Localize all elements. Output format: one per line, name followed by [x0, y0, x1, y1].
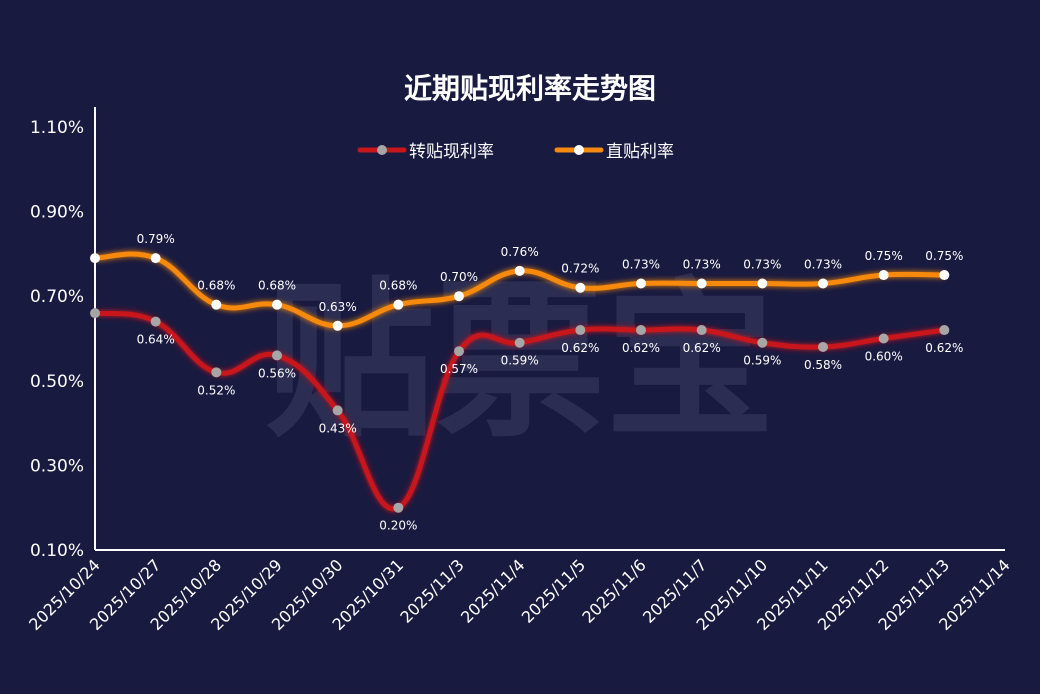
legend-label: 转贴现利率: [409, 142, 494, 162]
data-label: 0.73%: [683, 258, 721, 272]
data-point[interactable]: [818, 278, 828, 289]
data-label: 0.73%: [804, 258, 842, 272]
data-point[interactable]: [514, 265, 525, 276]
data-point[interactable]: [757, 337, 768, 348]
x-tick-label: 2025/11/5: [518, 555, 589, 626]
data-label: 0.62%: [683, 341, 721, 355]
data-point[interactable]: [757, 278, 768, 289]
data-label: 0.68%: [197, 279, 235, 293]
data-point[interactable]: [393, 502, 404, 513]
data-label: 0.79%: [137, 232, 175, 246]
legend-item[interactable]: 转贴现利率: [357, 142, 494, 162]
data-point[interactable]: [272, 299, 282, 310]
data-label: 0.75%: [865, 249, 903, 263]
data-point[interactable]: [939, 325, 950, 336]
data-label: 0.43%: [319, 421, 357, 435]
data-label: 0.68%: [258, 279, 296, 293]
data-label: 0.58%: [804, 358, 842, 372]
x-tick-label: 2025/11/6: [578, 555, 649, 626]
legend-marker: [377, 145, 387, 155]
data-point[interactable]: [332, 405, 343, 416]
data-label: 0.62%: [561, 341, 599, 355]
data-label: 0.73%: [622, 258, 660, 272]
data-point[interactable]: [636, 325, 646, 336]
data-label: 0.62%: [622, 341, 660, 355]
data-label: 0.75%: [925, 249, 963, 263]
data-point[interactable]: [211, 299, 222, 310]
data-point[interactable]: [150, 316, 161, 327]
data-point[interactable]: [332, 320, 343, 331]
data-point[interactable]: [878, 333, 889, 344]
series-line: [94, 251, 945, 329]
data-point[interactable]: [939, 270, 950, 281]
x-tick-label: 2025/11/3: [396, 555, 467, 626]
y-tick-label: 0.50%: [30, 372, 84, 392]
data-point[interactable]: [696, 278, 707, 289]
legend-item[interactable]: 直贴利率: [554, 142, 674, 162]
data-point[interactable]: [878, 270, 889, 281]
data-point[interactable]: [696, 325, 707, 336]
data-label: 0.60%: [865, 350, 903, 364]
data-label: 0.57%: [440, 362, 478, 376]
data-point[interactable]: [818, 341, 828, 352]
data-label: 0.70%: [440, 270, 478, 284]
data-point[interactable]: [90, 308, 100, 319]
data-point[interactable]: [575, 325, 586, 336]
data-label: 0.63%: [319, 300, 357, 314]
data-point[interactable]: [514, 337, 525, 348]
data-point[interactable]: [636, 278, 646, 289]
data-label: 0.72%: [561, 262, 599, 276]
series-line: [94, 310, 945, 512]
data-label: 0.62%: [925, 341, 963, 355]
data-point[interactable]: [272, 350, 282, 361]
data-label: 0.59%: [501, 354, 539, 368]
x-tick-label: 2025/11/4: [457, 555, 528, 626]
data-point[interactable]: [150, 253, 161, 264]
data-label: 0.73%: [743, 258, 781, 272]
series-1: 0.79% 0.68% 0.68% 0.63% 0.68% 0.70% 0.76% 0.72%…: [90, 232, 963, 331]
y-tick-label: 0.10%: [30, 541, 84, 561]
y-tick-label: 0.30%: [30, 456, 84, 476]
y-tick-label: 0.70%: [30, 287, 84, 307]
legend-marker: [574, 145, 584, 155]
data-point[interactable]: [454, 291, 464, 302]
data-point[interactable]: [575, 282, 586, 293]
data-label: 0.56%: [258, 366, 296, 380]
data-point[interactable]: [90, 253, 100, 264]
data-label: 0.76%: [501, 245, 539, 259]
y-tick-label: 0.90%: [30, 203, 84, 223]
data-point[interactable]: [454, 346, 464, 357]
y-tick-label: 1.10%: [30, 118, 84, 138]
data-label: 0.52%: [197, 383, 235, 397]
series-0: 0.64% 0.52% 0.56% 0.43% 0.20% 0.57% 0.59% 0.62%…: [90, 308, 963, 533]
data-label: 0.64%: [137, 333, 175, 347]
data-label: 0.68%: [379, 279, 417, 293]
legend-label: 直贴利率: [606, 142, 674, 162]
chart-title: 近期贴现利率走势图: [404, 72, 656, 105]
data-point[interactable]: [393, 299, 404, 310]
data-label: 0.59%: [743, 354, 781, 368]
data-label: 0.20%: [379, 519, 417, 533]
data-point[interactable]: [211, 367, 222, 378]
